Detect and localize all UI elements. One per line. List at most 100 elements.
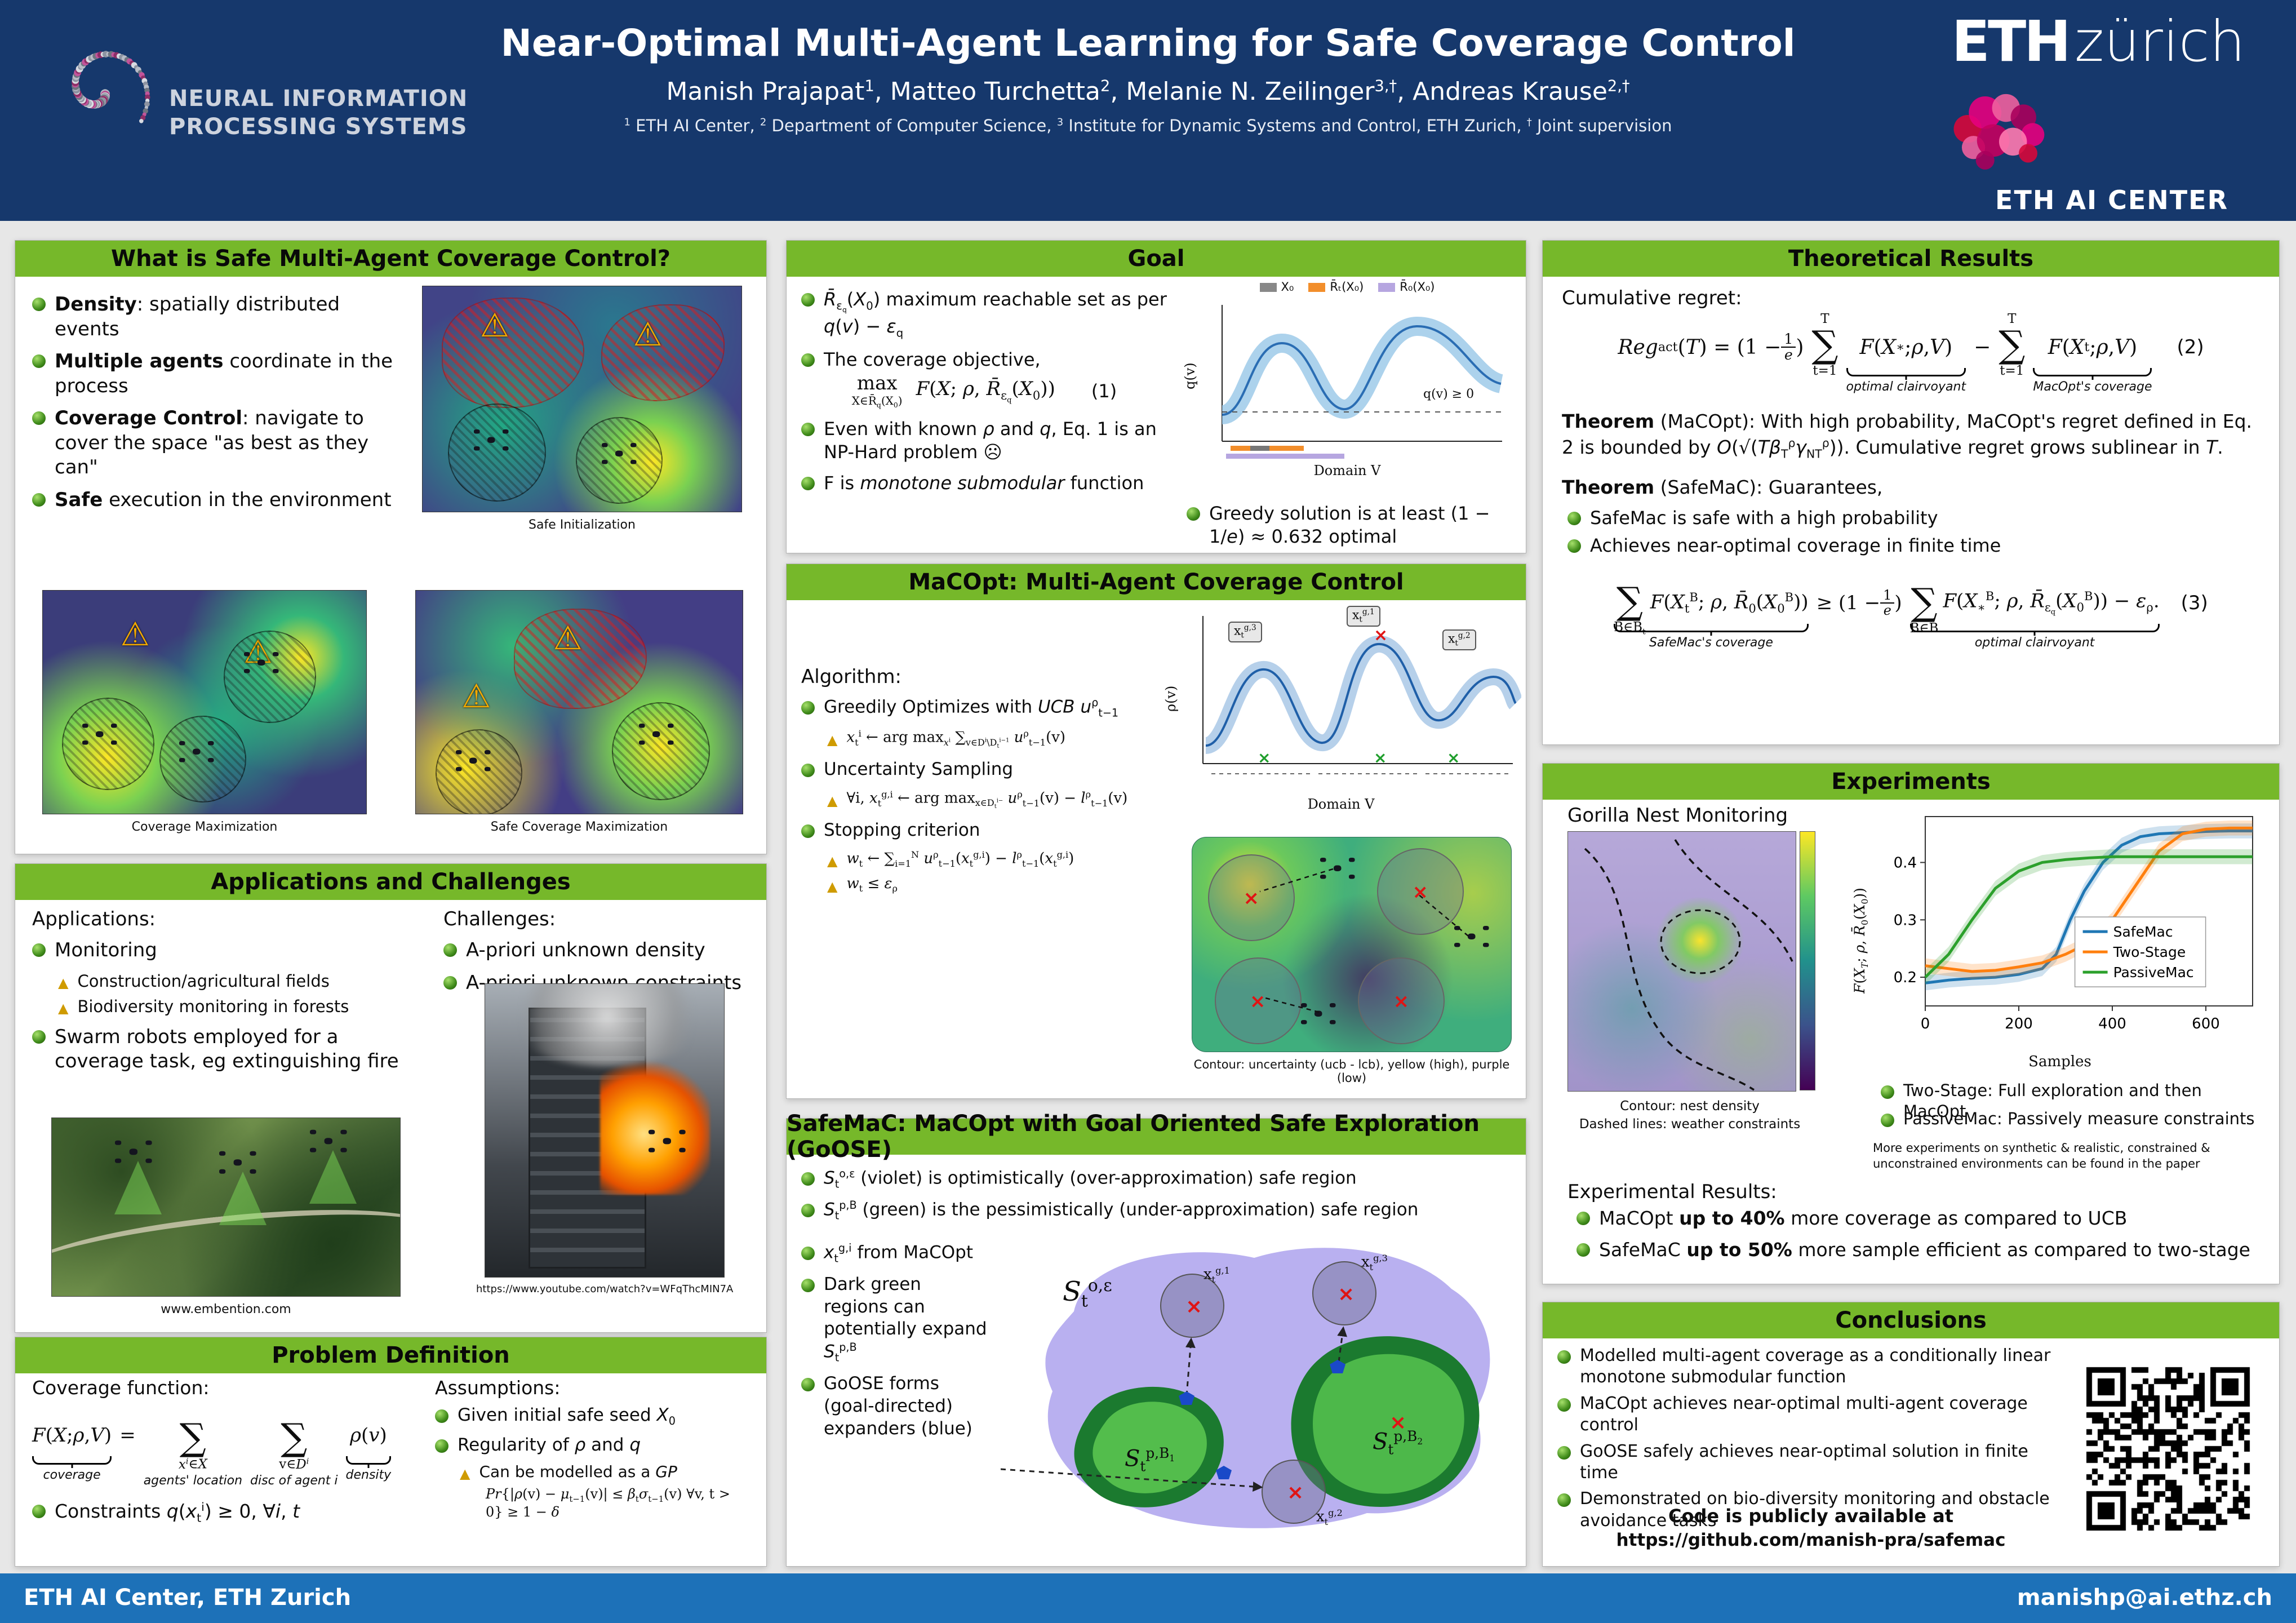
what-bullets: Density: spatially distributed events Mu… [32,285,404,520]
sample-marker: × [1287,1481,1304,1504]
agent-disc [1377,848,1464,935]
footer-email[interactable]: manishp@ai.ethz.ch [2017,1585,2272,1611]
eth-logo-bold: ETH [1951,8,2071,74]
warning-icon: ⚠ [479,306,509,344]
bullet-icon [801,1204,815,1217]
coverage-function-label: Coverage function: [32,1377,210,1399]
drone-icon [1311,1006,1325,1020]
warning-icon: ⚠ [553,619,583,658]
list-item: Multiple agents coordinate in the proces… [32,349,404,398]
drone-icon [189,744,203,758]
footer: ETH AI Center, ETH Zurich manishp@ai.eth… [0,1573,2296,1623]
list-item: GoOSE forms (goal-directed) expanders (b… [801,1373,987,1440]
drone-icon [649,727,663,740]
figure-safe-coverage-maximization: ⚠ ⚠ Safe Coverage Maximization [415,590,743,834]
bullet-icon [801,1172,815,1186]
bullet-icon [1557,1398,1571,1412]
poster-authors: Manish Prajapat1, Matteo Turchetta2, Mel… [666,77,1630,106]
sample-marker: × [1243,887,1260,910]
triangle-bullet-icon: ▲ [827,732,838,748]
eth-ai-center-label: ETH AI CENTER [1995,185,2228,215]
equation-2: Reg act(T) = (1 − 1 e) T ∑ t=1 F(X ∗; ρ, V)… [1618,312,2204,394]
bullet-icon [1557,1445,1571,1460]
experiments-chart-area: 0.2 0.3 0.4 0 200 400 600 SafeMac Two-Stage Passi… [1851,808,2268,1053]
drone-icon [466,753,479,767]
weather-constraint-lines [1584,839,1793,1091]
unsafe-region [601,304,725,401]
list-item: ▲ ∀i, xtg,i ← arg maxx∈Dti− uρt−1(v) − lρ… [827,788,1128,810]
sum-operator: T ∑ t=1 [1811,312,1838,378]
goal-chart-ylabel: q(v) [1182,362,1198,389]
figure-fire: https://www.youtube.com/watch?v=WFqThcMI… [476,983,733,1295]
svg-text:SafeMac: SafeMac [2113,924,2173,940]
warning-icon: ⚠ [461,677,491,716]
svg-text:Two-Stage: Two-Stage [2113,944,2186,960]
gorilla-map-block [1567,831,1815,1092]
figure-caption: Contour: uncertainty (ucb - lcb), yellow… [1193,1058,1510,1085]
equation-3: ∑ B∈Bt F(XtB; ρ, R̄0(X0B)) SafeMac's cov… [1562,569,2260,650]
triangle-bullet-icon: ▲ [58,974,69,991]
warning-icon: ⚠ [633,315,663,353]
cumulative-regret-label: Cumulative regret: [1562,287,1742,309]
sample-marker: × [1412,880,1429,903]
drone-beam [219,1171,267,1225]
poster-title: Near-Optimal Multi-Agent Learning for Sa… [500,21,1796,65]
agent-disc [1208,854,1295,942]
list-item: ▲ Construction/agricultural fields [58,971,330,991]
bullet-icon [1567,539,1581,553]
list-item: GoOSE safely achieves near-optimal solut… [1557,1441,2064,1484]
theorem-macopt: Theorem (MaCOpt): With high probability,… [1562,410,2253,461]
coverage-disc [575,417,663,504]
coverage-function-equation: F(X; ρ, V) coverage = ∑ xi∈X agents' loc… [32,1401,421,1487]
sample-marker: × [1338,1283,1355,1306]
bullet-icon [443,975,457,990]
qr-code [2084,1364,2253,1533]
heatmap-safe-initialization: ⚠ ⚠ [422,286,742,512]
list-item: ▲ wt ← ∑i=1N uρt−1(xtg,i) − lρt−1(xtg,i) [827,849,1074,870]
panel-theory-title: Theoretical Results [1543,241,2279,277]
sum-operator: T ∑ t=1 [1999,312,2026,378]
warning-icon: ⚠ [120,614,150,653]
svg-text:0.4: 0.4 [1894,854,1917,871]
figure-safe-initialization: ⚠ ⚠ Safe Initialization [422,286,742,532]
figure-caption-link[interactable]: https://www.youtube.com/watch?v=WFqThcMI… [476,1283,734,1295]
sample-marker: × [1185,1295,1203,1318]
eth-logo: ETH zürich [1817,14,2245,70]
drone-icon [612,446,625,460]
safemac-left-bullets: xtg,i from MaCOpt Dark green regions can… [801,1234,987,1448]
goal-chart-svg [1220,305,1504,459]
list-item: SafeMac is safe with a high probability [1567,507,2260,530]
triangle-bullet-icon: ▲ [58,1000,69,1016]
sample-marker: × [1374,626,1388,645]
figure-caption: Safe Initialization [529,518,636,532]
drone-icon [659,1134,674,1148]
goal-3-label: xtg,3 [1361,1253,1388,1272]
unsafe-region [441,298,584,408]
equation-1: max X∈R̄q(X0) F(X; ρ, R̄εq(X0)) (1) [851,371,1117,409]
panel-applications-title: Applications and Challenges [15,864,766,900]
legend-item: R̄₀(X₀) [1378,280,1435,294]
header: NEURAL INFORMATION PROCESSING SYSTEMS Ne… [0,0,2296,221]
experiments-chart: 0.2 0.3 0.4 0 200 400 600 SafeMac Two-Stage Passi… [1894,816,2253,1032]
figure-caption: Coverage Maximization [131,820,278,834]
list-item: R̄εq(X0) maximum reachable set as per q(… [801,288,1167,340]
panel-goal-title: Goal [787,241,1526,277]
neurips-logo-icon [72,51,150,123]
max-operator: max X∈R̄q(X0) [851,371,903,409]
list-item: ▲ Biodiversity monitoring in forests [58,996,349,1016]
bullet-icon [801,353,815,367]
pessimistic-region-1-label: Stp,B1 [1125,1445,1175,1475]
list-item: Swarm robots employed for a coverage tas… [32,1025,427,1074]
svg-text:400: 400 [2098,1016,2126,1032]
coverage-disc [435,729,522,814]
more-experiments-note: More experiments on synthetic & realisti… [1873,1141,2210,1171]
list-item: Even with known ρ and q, Eq. 1 is an NP-… [801,418,1167,464]
legend-item: R̄ₜ(X₀) [1308,280,1364,294]
code-link[interactable]: https://github.com/manish-pra/safemac [1616,1530,2006,1550]
results-heading: Experimental Results: [1567,1181,1777,1203]
panel-macopt-title: MaCOpt: Multi-Agent Coverage Control [787,564,1526,600]
colorbar [1800,831,1815,1090]
goal-1-label: xtg,1 [1203,1265,1230,1285]
forest-image [51,1118,401,1297]
sample-label-tag: xtg,3 [1228,622,1262,642]
